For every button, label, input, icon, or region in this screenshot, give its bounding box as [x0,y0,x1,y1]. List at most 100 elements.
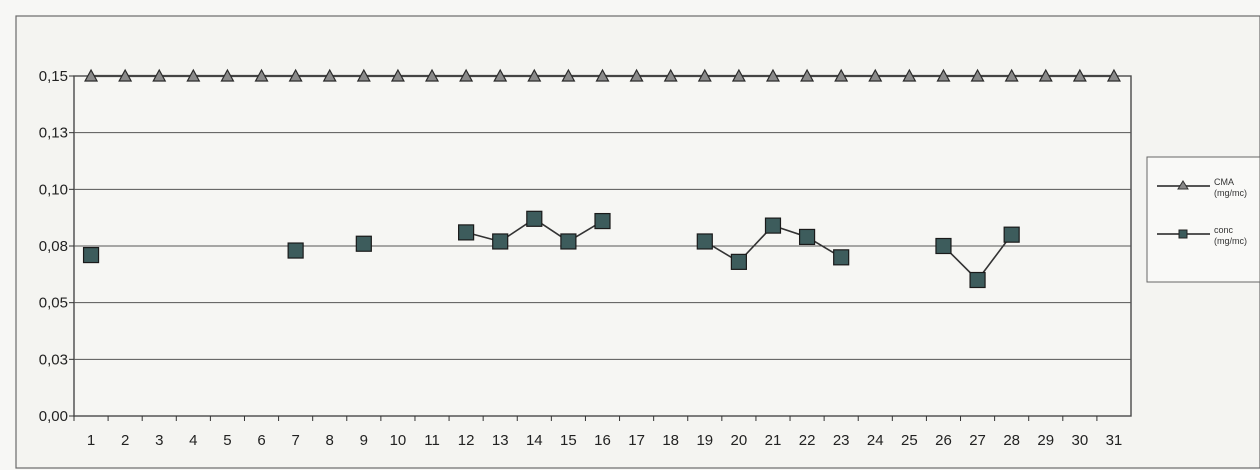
x-tick-label: 31 [1106,432,1123,449]
x-tick-label: 3 [155,432,163,449]
x-tick-label: 16 [594,432,611,449]
data-point-square [355,235,372,252]
data-point-triangle [356,68,371,82]
data-point-triangle [425,68,440,82]
x-tick-label: 19 [696,432,713,449]
x-tick-label: 18 [662,432,679,449]
data-point-triangle [936,68,951,82]
y-tick-label: 0,05 [39,295,68,312]
data-point-triangle [322,68,337,82]
data-point-triangle [288,68,303,82]
data-point-triangle [595,68,610,82]
data-point-triangle [629,68,644,82]
x-tick-label: 14 [526,432,543,449]
data-point-triangle [254,68,269,82]
x-tick-label: 25 [901,432,918,449]
legend-label-cma: CMA [1214,177,1234,187]
data-point-triangle [800,68,815,82]
data-point-square [492,233,509,250]
data-point-triangle [1072,68,1087,82]
legend-marker-triangle-icon [1177,180,1189,190]
x-tick-label: 28 [1003,432,1020,449]
data-point-triangle [970,68,985,82]
data-point-square [458,224,475,241]
y-tick-label: 0,13 [39,125,68,142]
x-tick-label: 12 [458,432,475,449]
legend-box [1146,156,1260,283]
legend-label-conc: conc [1214,225,1234,235]
x-tick-label: 6 [257,432,265,449]
x-tick-label: 26 [935,432,952,449]
y-tick-label: 0,08 [39,238,68,255]
data-point-triangle [186,68,201,82]
series-conc [82,210,1020,289]
x-tick-label: 2 [121,432,129,449]
data-point-square [287,242,304,259]
legend: CMA (mg/mc) conc (mg/mc) [1146,156,1260,283]
y-tick-label: 0,10 [39,181,68,198]
data-point-triangle [84,68,99,82]
data-point-square [935,237,952,255]
x-tick-label: 15 [560,432,577,449]
data-point-square [526,210,543,227]
data-point-triangle [765,68,780,82]
data-point-triangle [1038,68,1053,82]
legend-sublabel-conc: (mg/mc) [1214,236,1247,246]
data-point-triangle [1004,68,1019,82]
data-point-triangle [152,68,167,82]
y-tick-label: 0,00 [39,408,68,425]
data-point-square [696,233,713,250]
data-point-triangle [493,68,508,82]
data-point-square [969,271,986,289]
x-tick-label: 21 [765,432,782,449]
data-point-square [594,212,611,230]
data-point-square [833,249,850,266]
x-tick-label: 9 [360,432,368,449]
data-point-triangle [459,68,474,82]
data-point-square [560,233,577,250]
x-tick-label: 5 [223,432,231,449]
data-point-square [730,253,747,270]
legend-sublabel-cma: (mg/mc) [1214,188,1247,198]
y-tick-label: 0,15 [39,68,68,85]
x-tick-label: 23 [833,432,850,449]
data-point-square [798,228,816,246]
data-point-triangle [561,68,576,82]
y-tick-label: 0,03 [39,351,68,368]
data-point-square [764,217,782,234]
x-tick-label: 11 [424,432,440,449]
y-axis-ticks: 0,15 0,13 0,10 0,08 0,05 0,03 0,00 [39,68,68,425]
data-point-triangle [1106,68,1121,82]
data-point-triangle [220,68,235,82]
data-point-triangle [527,68,542,82]
data-point-triangle [731,68,746,82]
x-tick-label: 29 [1037,432,1054,449]
x-tick-label: 13 [492,432,509,449]
x-axis-ticks: 1 2 3 4 5 6 7 8 9 10 11 12 13 14 15 16 17 18 19 20 21 22 23 24 2… [73,416,1123,449]
data-point-triangle [697,68,712,82]
x-tick-label: 17 [628,432,645,449]
data-point-triangle [663,68,678,82]
x-tick-label: 10 [390,432,407,449]
x-tick-label: 24 [867,432,884,449]
data-point-triangle [390,68,405,82]
data-point-triangle [902,68,917,82]
x-tick-label: 1 [87,432,95,449]
legend-marker-square-icon [1178,229,1188,239]
data-point-triangle [868,68,883,82]
x-tick-label: 30 [1072,432,1089,449]
x-tick-label: 22 [799,432,816,449]
x-tick-label: 7 [291,432,299,449]
x-tick-label: 8 [326,432,334,449]
x-tick-label: 4 [189,432,197,449]
x-tick-label: 27 [969,432,986,449]
data-point-square [82,246,100,264]
gridlines [69,75,1131,417]
data-point-triangle [834,68,849,82]
data-point-triangle [118,68,133,82]
data-point-square [1003,226,1020,243]
series-cma [84,68,1121,82]
x-tick-label: 20 [731,432,748,449]
